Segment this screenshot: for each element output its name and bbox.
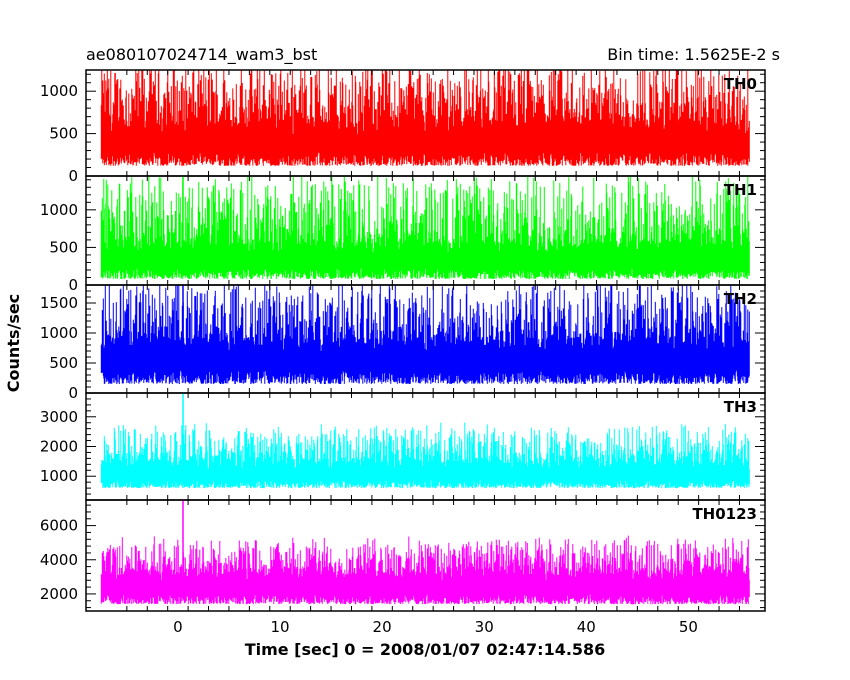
y-tick-label: 500 [49, 354, 78, 372]
y-tick-label: 1000 [40, 324, 78, 342]
bin-time-label: Bin time: 1.5625E-2 s [607, 45, 780, 64]
panel-stack: 0 500 1000 TH0 0 500 1000 TH1 0 500 1000 1500 TH2 100… [40, 69, 766, 612]
y-tick-label: 2000 [40, 438, 78, 456]
series-th3 [100, 422, 750, 489]
y-tick-label: 1000 [40, 201, 78, 219]
panel-frame [85, 499, 766, 612]
x-axis-label: Time [sec] 0 = 2008/01/07 02:47:14.586 [245, 640, 606, 659]
series-th2 [100, 285, 750, 384]
y-tick-label: 0 [68, 276, 78, 294]
panel-th3: 1000 2000 3000 TH3 [40, 392, 766, 501]
panel-label: TH0 [724, 75, 757, 93]
y-tick-label: 500 [49, 125, 78, 143]
y-tick-label: 0 [68, 167, 78, 185]
y-axis-label: Counts/sec [4, 294, 23, 392]
y-tick-label: 500 [49, 238, 78, 256]
x-tick-label: 20 [373, 618, 392, 636]
panel-th1: 0 500 1000 TH1 [40, 175, 766, 294]
x-tick-label: 10 [270, 618, 289, 636]
x-tick-label: 50 [679, 618, 698, 636]
series-th1 [100, 176, 750, 279]
x-tick-label: 0 [173, 618, 183, 636]
panel-label: TH3 [724, 398, 757, 416]
y-tick-label: 2000 [40, 585, 78, 603]
figure-title: ae080107024714_wam3_bst [86, 45, 317, 65]
y-tick-label: 4000 [40, 551, 78, 569]
panel-label: TH2 [724, 290, 757, 308]
y-tick-label: 6000 [40, 517, 78, 535]
y-tick-label: 1000 [40, 467, 78, 485]
x-tick-labels: 0 10 20 30 40 50 [173, 618, 698, 636]
x-tick-label: 30 [475, 618, 494, 636]
series-th0 [100, 70, 750, 166]
panel-th0123: 2000 4000 6000 TH0123 [40, 499, 766, 612]
panel-th2: 0 500 1000 1500 TH2 [40, 284, 766, 402]
x-tick-label: 40 [577, 618, 596, 636]
y-tick-label: 3000 [40, 408, 78, 426]
y-tick-label: 1500 [40, 294, 78, 312]
panel-label: TH0123 [692, 505, 757, 523]
panel-th0: 0 500 1000 TH0 [40, 69, 766, 185]
panel-label: TH1 [724, 181, 757, 199]
y-tick-label: 1000 [40, 82, 78, 100]
y-tick-label: 0 [68, 384, 78, 402]
series-th0123 [100, 535, 750, 605]
